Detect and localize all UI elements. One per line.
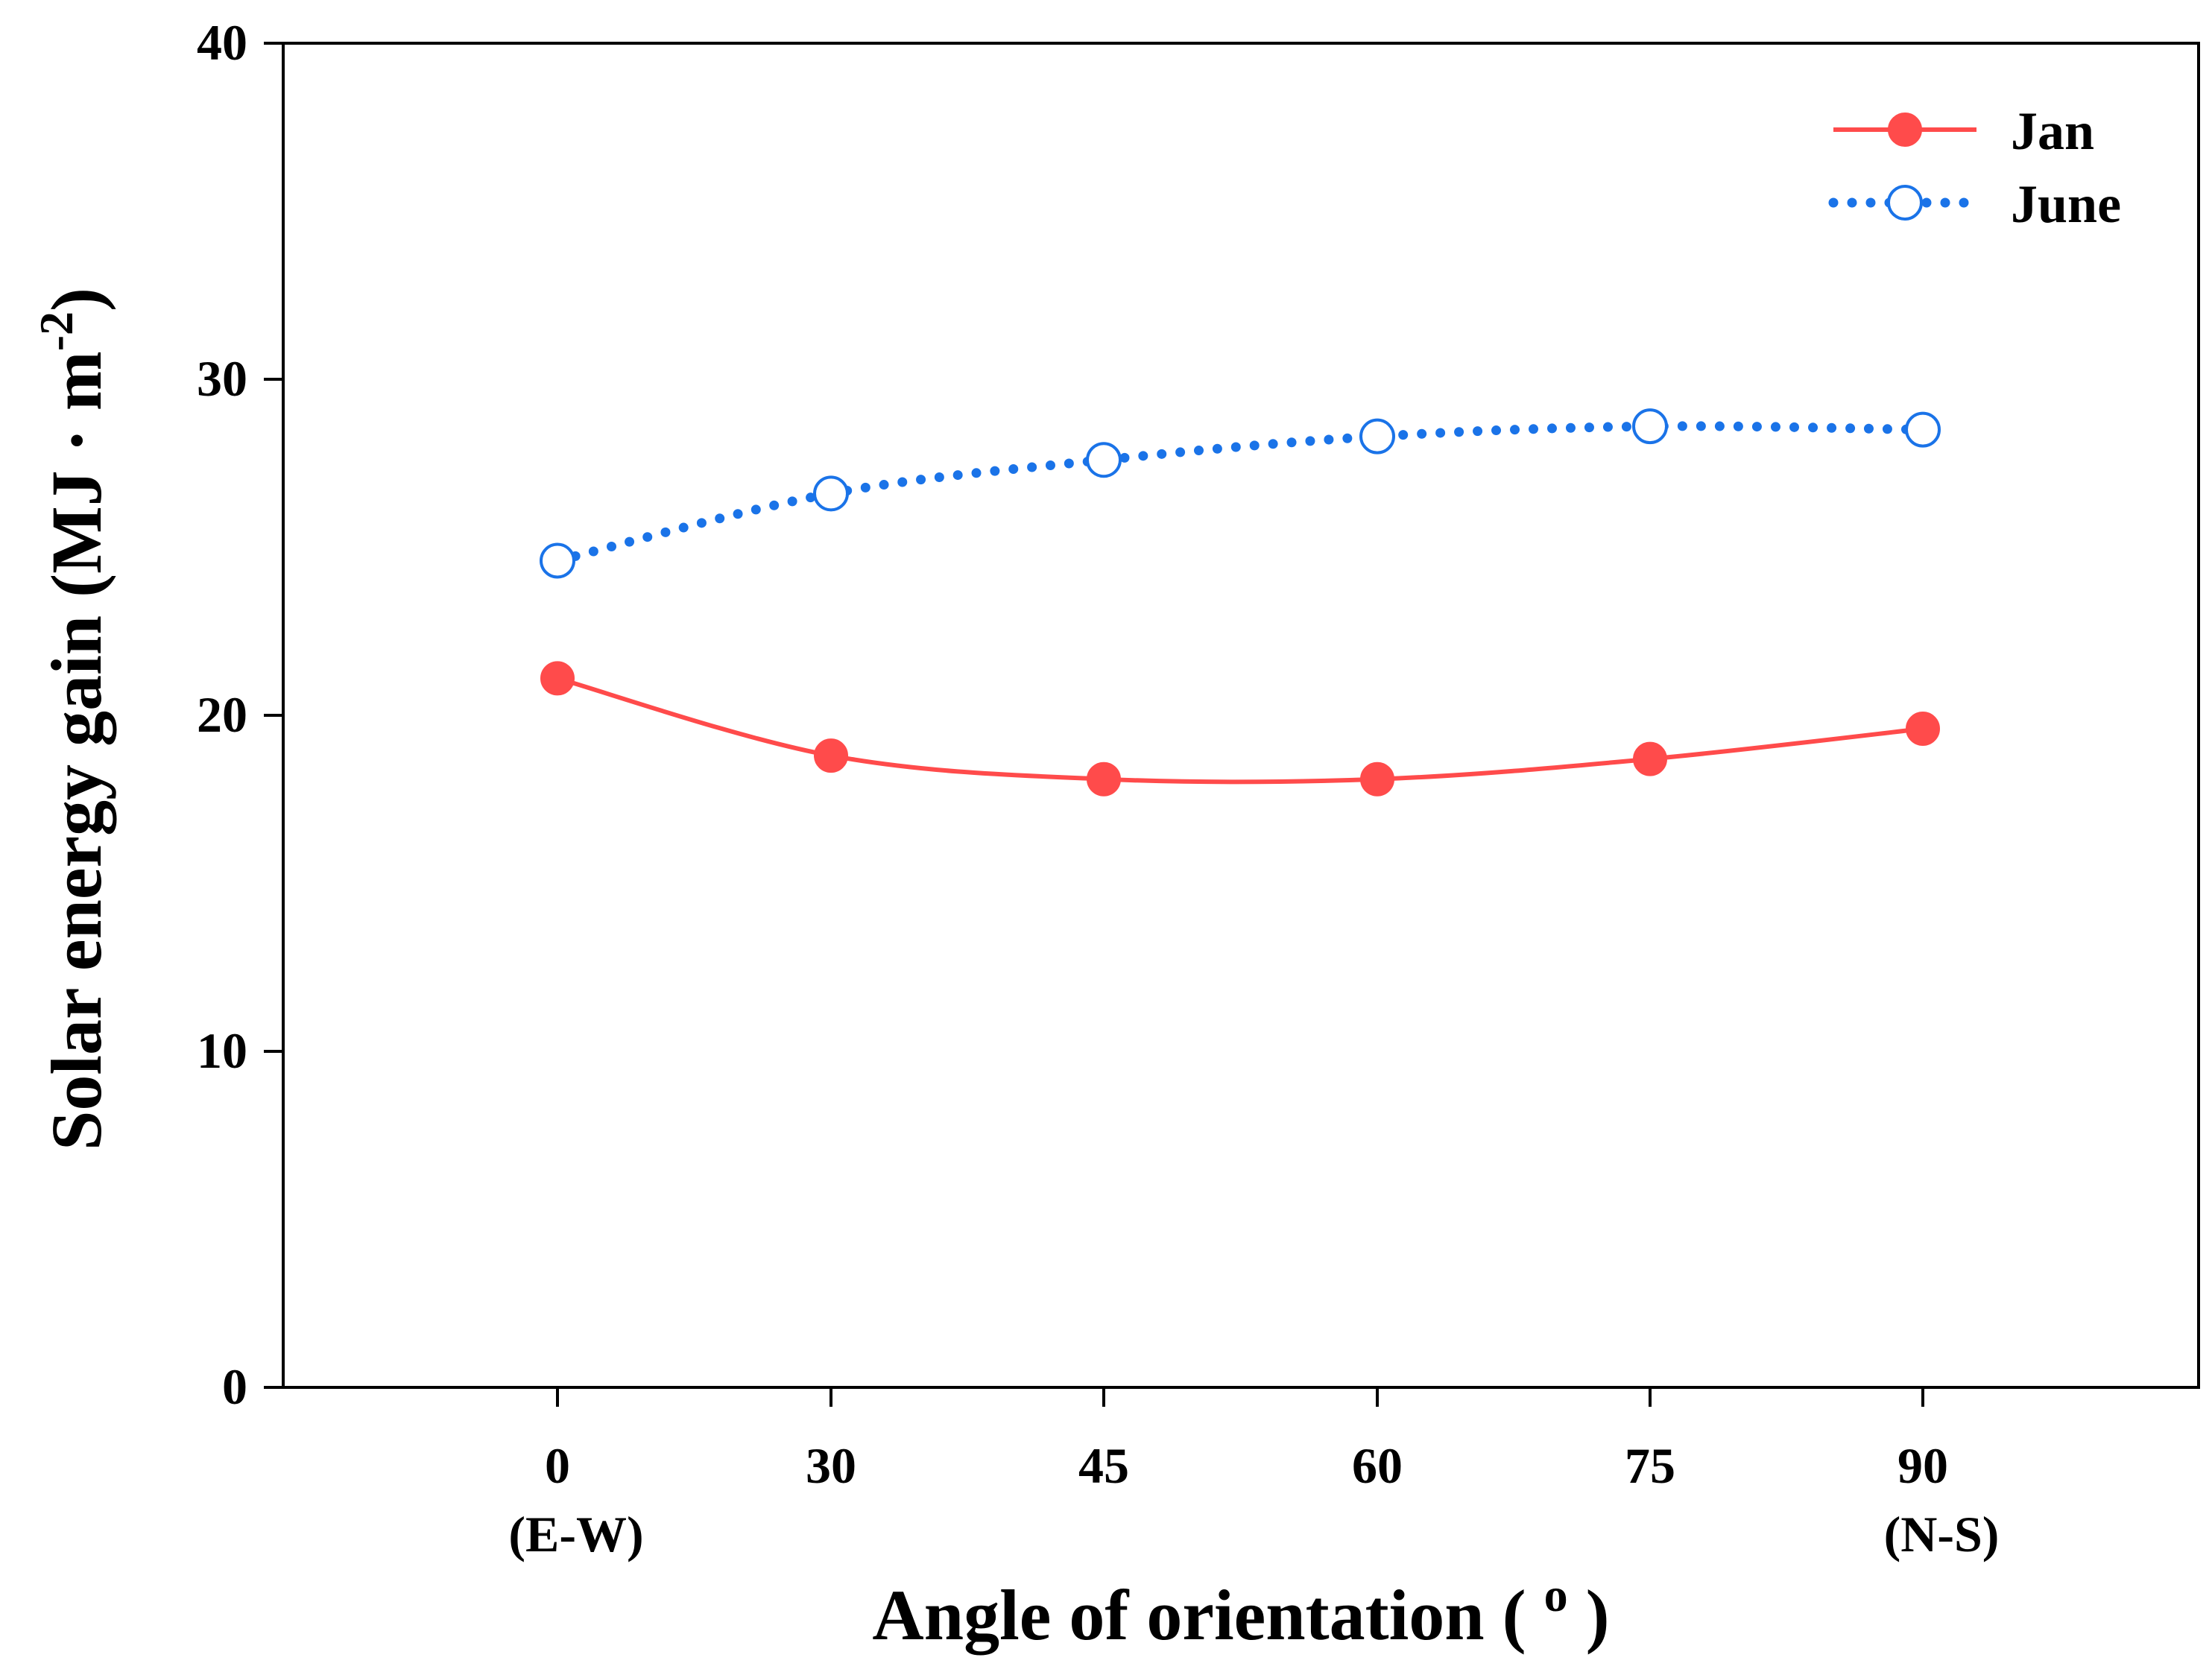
legend-label-june: June <box>2011 174 2121 234</box>
data-point-jan <box>814 738 848 773</box>
data-point-jan <box>1633 741 1667 776</box>
x-tick-sublabel: (N-S) <box>1884 1506 2000 1562</box>
x-axis-title-superscript: o <box>1544 1568 1568 1621</box>
legend-marker-june <box>1887 185 1923 221</box>
x-tick-label: 45 <box>1078 1437 1129 1494</box>
y-tick-label: 10 <box>197 1022 247 1079</box>
data-point-june <box>1905 411 1941 448</box>
y-tick-label: 40 <box>197 14 247 71</box>
data-point-jan <box>1087 761 1121 797</box>
x-tick-label: 90 <box>1897 1437 1948 1494</box>
data-point-june <box>1086 442 1122 478</box>
legend-marker-jan <box>1888 113 1922 147</box>
data-point-june <box>1359 418 1395 455</box>
legend: Jan June <box>1828 101 2121 234</box>
x-tick-label: 75 <box>1625 1437 1675 1494</box>
series-line-june <box>552 421 1928 566</box>
data-point-jan <box>1906 712 1940 747</box>
axes: 0 10 20 30 40 0 (E-W) 30 45 60 75 90 (N-S) <box>197 14 2200 1562</box>
series-jan <box>540 661 1940 797</box>
plot-frame <box>282 42 2200 1389</box>
data-point-june <box>813 475 849 512</box>
x-tick-label: 0 <box>545 1437 570 1494</box>
x-tick-label: 60 <box>1352 1437 1403 1494</box>
y-tick-label: 20 <box>197 686 247 743</box>
y-axis-title: Solar energy gain (MJ · m-2) <box>30 288 116 1150</box>
data-point-jan <box>540 661 575 696</box>
data-point-jan <box>1360 761 1394 797</box>
data-point-june <box>540 542 575 579</box>
y-tick-label: 30 <box>197 350 247 407</box>
x-axis-title: Angle of orientation ( o ) <box>872 1568 1609 1655</box>
y-axis-title-superscript: -2 <box>30 311 83 351</box>
series-june <box>540 408 1941 579</box>
x-tick-sublabel: (E-W) <box>508 1506 643 1562</box>
y-tick-label: 0 <box>222 1358 247 1415</box>
series-line-jan <box>557 676 1924 785</box>
x-tick-label: 30 <box>806 1437 856 1494</box>
data-point-june <box>1632 408 1668 445</box>
legend-label-jan: Jan <box>2011 101 2094 161</box>
series-layer <box>540 408 1941 797</box>
